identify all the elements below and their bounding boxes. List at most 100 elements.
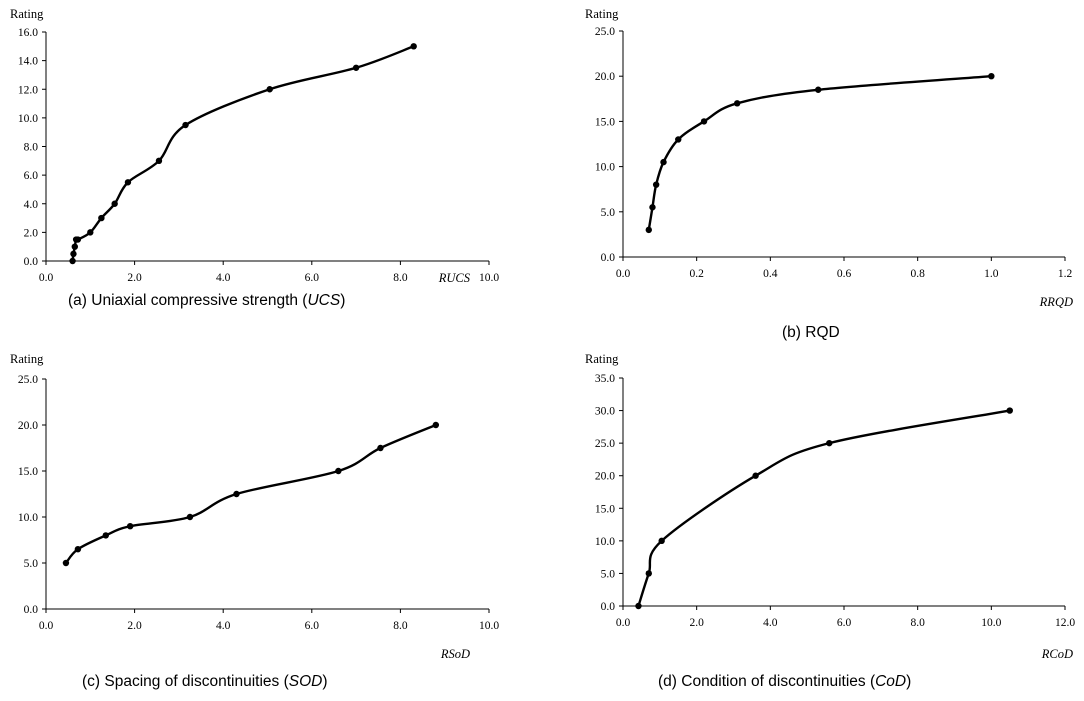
caption-text: (a) Uniaxial compressive strength ( (68, 292, 308, 309)
data-point (69, 257, 76, 265)
x-tick-label: 6.0 (305, 272, 320, 284)
data-point (826, 439, 833, 447)
y-tick-label: 6.0 (24, 170, 39, 182)
y-tick-label: 15.0 (18, 466, 38, 478)
caption-text: (c) Spacing of discontinuities ( (82, 673, 290, 690)
x-tick-label: 0.0 (616, 268, 631, 280)
y-tick-label: 5.0 (601, 207, 616, 219)
y-tick-label: 16.0 (18, 27, 38, 39)
chart-panel-d: Rating 0.0 5.0 10.0 15.0 20.0 25.0 30.0 35.0 0.… (585, 352, 1075, 690)
data-point (649, 204, 656, 211)
data-points (635, 407, 1013, 610)
caption-abbrev: SOD (289, 673, 323, 690)
caption: (a) Uniaxial compressive strength (UCS) (68, 292, 345, 309)
y-tick-label: 25.0 (595, 438, 615, 450)
series-line (71, 45, 415, 262)
x-tick-label: 0.0 (39, 620, 54, 632)
x-axis-label: RCoD (1041, 647, 1073, 661)
axes (622, 378, 1065, 607)
data-point (815, 86, 822, 93)
data-point (70, 250, 77, 258)
data-point (186, 513, 194, 521)
series-curve (637, 409, 1010, 607)
y-tick-label: 5.0 (24, 558, 39, 570)
y-tick-label: 25.0 (18, 374, 38, 386)
x-ticks: 0.0 2.0 4.0 6.0 8.0 10.0 (39, 261, 499, 284)
x-axis-label: RSoD (440, 647, 470, 661)
x-tick-label: 12.0 (1055, 617, 1075, 629)
caption-close: ) (906, 673, 911, 690)
x-tick-label: 4.0 (763, 617, 778, 629)
data-point (652, 181, 660, 188)
x-tick-label: 2.0 (127, 272, 142, 284)
series-curve (71, 45, 415, 262)
y-tick-label: 0.0 (601, 252, 616, 264)
axes (622, 31, 1065, 258)
x-tick-label: 10.0 (479, 620, 499, 632)
y-tick-label: 15.0 (595, 503, 615, 515)
x-tick-label: 0.6 (837, 268, 852, 280)
x-tick-label: 6.0 (837, 617, 852, 629)
x-tick-label: 8.0 (393, 272, 408, 284)
x-tick-label: 0.0 (616, 617, 631, 629)
data-point (182, 121, 189, 129)
chart-panel-a: Rating 0.0 2.0 4.0 6.0 8.0 10.0 12.0 14.0 16.0 0… (10, 7, 499, 309)
x-tick-label: 1.0 (984, 268, 999, 280)
caption: (c) Spacing of discontinuities (SOD) (82, 673, 328, 690)
y-ticks: 0.0 2.0 4.0 6.0 8.0 10.0 12.0 14.0 16.0 (18, 27, 46, 268)
y-axis-label: Rating (10, 352, 44, 366)
x-tick-label: 0.0 (39, 272, 54, 284)
series-curve (647, 75, 992, 231)
chart-panel-b: Rating 0.05.010.015.020.025.0 0.0 0.2 0.4 0… (585, 7, 1073, 341)
x-ticks: 0.0 2.0 4.0 6.0 8.0 10.0 12.0 (616, 606, 1075, 629)
data-point (266, 86, 273, 93)
x-tick-label: 1.2 (1058, 268, 1073, 280)
x-tick-label: 10.0 (981, 617, 1001, 629)
y-tick-label: 10.0 (18, 113, 38, 125)
x-tick-label: 10.0 (479, 272, 499, 284)
y-ticks: 0.0 5.0 10.0 15.0 20.0 25.0 (18, 374, 46, 616)
data-point (410, 43, 417, 50)
data-point (98, 214, 105, 222)
y-tick-label: 10.0 (18, 512, 38, 524)
x-tick-label: 8.0 (910, 617, 925, 629)
y-tick-label: 0.0 (24, 604, 39, 616)
y-tick-label: 20.0 (18, 420, 38, 432)
x-tick-label: 2.0 (689, 617, 704, 629)
y-tick-label: 30.0 (595, 406, 615, 418)
y-tick-label: 0.0 (24, 256, 39, 268)
series-line (64, 423, 437, 564)
y-tick-label: 8.0 (24, 142, 39, 154)
data-point (352, 64, 360, 71)
y-tick-label: 10.0 (595, 162, 615, 174)
x-tick-label: 6.0 (305, 620, 320, 632)
data-point (700, 118, 708, 125)
data-points (62, 421, 440, 567)
data-point (675, 136, 682, 143)
y-tick-label: 5.0 (601, 568, 616, 580)
x-tick-label: 4.0 (216, 272, 231, 284)
data-point (733, 100, 741, 107)
data-point (102, 532, 110, 539)
data-point (62, 559, 70, 567)
y-ticks: 0.0 5.0 10.0 15.0 20.0 25.0 (595, 26, 623, 264)
data-points (69, 43, 417, 265)
data-point (233, 490, 240, 498)
x-tick-label: 8.0 (393, 620, 408, 632)
axes (45, 32, 489, 262)
caption-abbrev: CoD (875, 673, 906, 690)
y-tick-label: 12.0 (18, 84, 38, 96)
y-tick-label: 35.0 (595, 373, 615, 385)
data-point (87, 229, 94, 236)
x-ticks: 0.0 0.2 0.4 0.6 0.8 1.0 1.2 (616, 257, 1073, 280)
y-axis-label: Rating (585, 7, 619, 21)
y-tick-label: 20.0 (595, 71, 615, 83)
x-tick-label: 2.0 (127, 620, 142, 632)
data-point (752, 472, 759, 479)
data-point (74, 546, 82, 553)
y-tick-label: 4.0 (24, 199, 39, 211)
x-axis-label: RUCS (438, 271, 471, 285)
caption: (b) RQD (782, 324, 840, 341)
y-tick-label: 14.0 (18, 56, 38, 68)
